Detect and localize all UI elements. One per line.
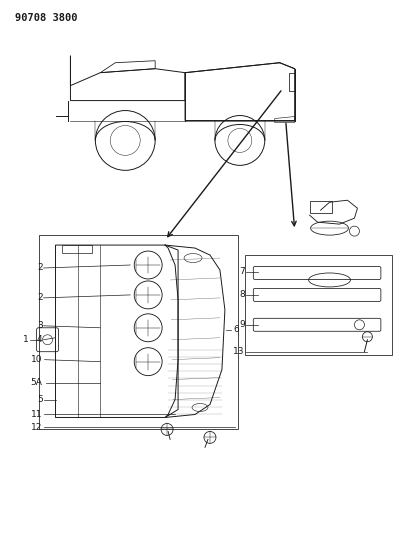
Text: 5: 5 bbox=[37, 395, 43, 404]
Text: 1: 1 bbox=[23, 335, 29, 344]
Text: 12: 12 bbox=[31, 423, 43, 432]
Text: 10: 10 bbox=[31, 355, 43, 364]
Text: 9: 9 bbox=[239, 320, 245, 329]
Text: 4: 4 bbox=[37, 335, 43, 344]
Text: 3: 3 bbox=[37, 321, 43, 330]
Text: 7: 7 bbox=[239, 268, 245, 277]
Text: 6: 6 bbox=[233, 325, 239, 334]
Text: 11: 11 bbox=[31, 410, 43, 419]
Text: 13: 13 bbox=[233, 347, 245, 356]
Text: 2: 2 bbox=[37, 293, 43, 302]
Text: 8: 8 bbox=[239, 290, 245, 300]
Text: 90708 3800: 90708 3800 bbox=[15, 13, 77, 23]
Text: 5A: 5A bbox=[31, 378, 43, 387]
Text: 2: 2 bbox=[37, 263, 43, 272]
